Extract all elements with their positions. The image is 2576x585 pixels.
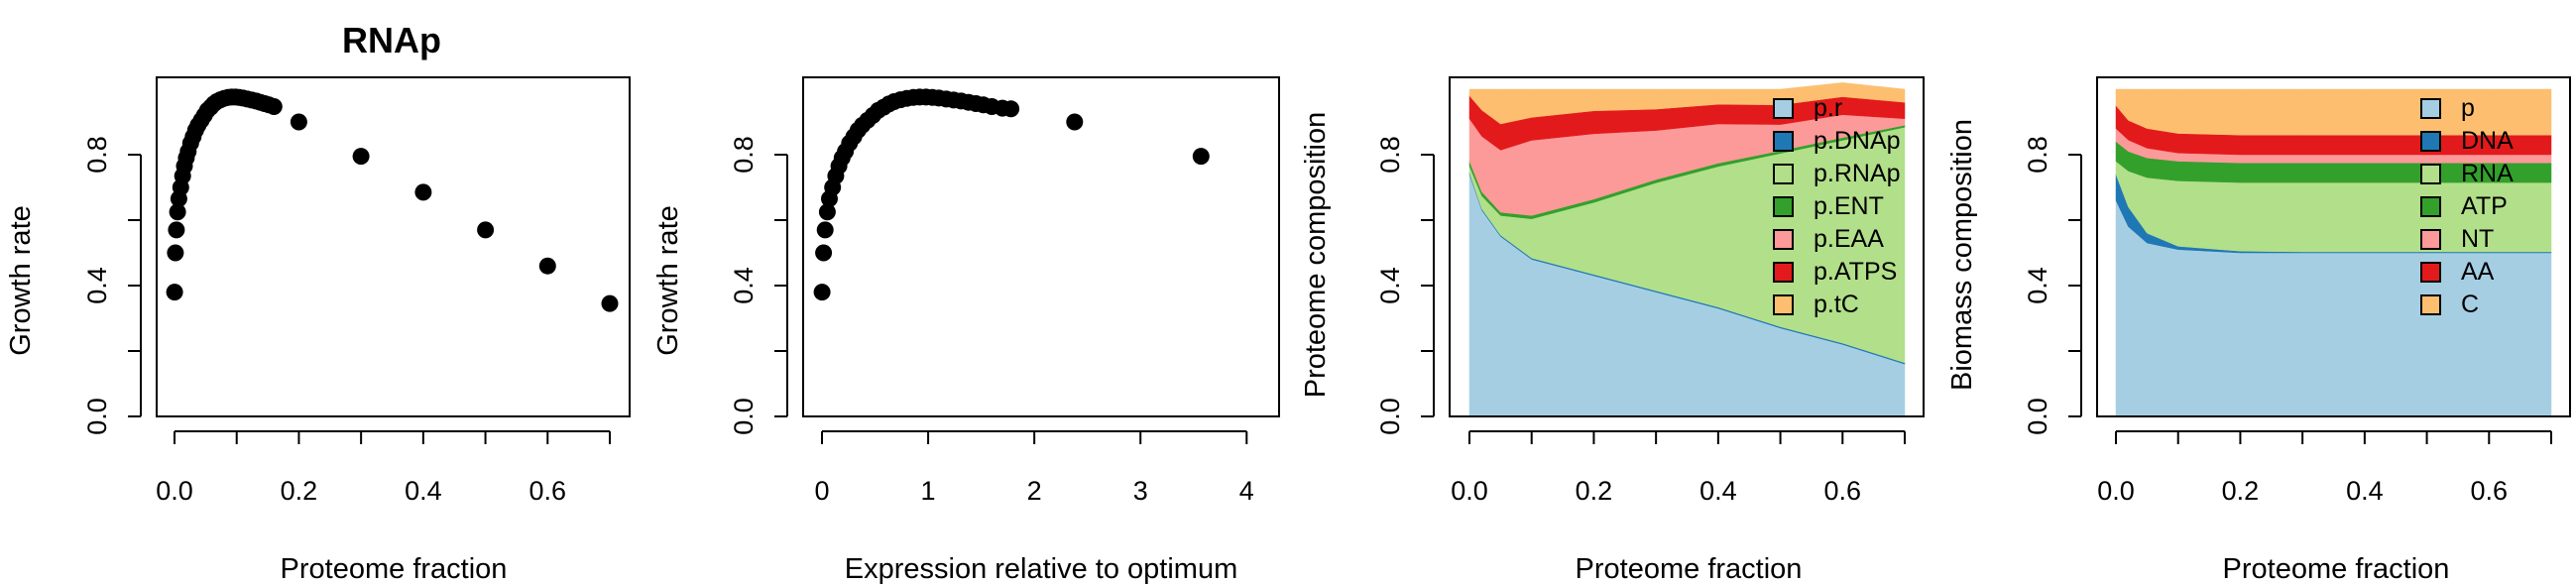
x-tick-label: 0.0: [1451, 476, 1488, 506]
legend-label: NT: [2461, 225, 2494, 253]
legend-label: C: [2461, 291, 2479, 318]
x-tick-label: 0.6: [1824, 476, 1862, 506]
x-tick-label: 0.2: [2222, 476, 2260, 506]
plot-frame: [156, 76, 631, 417]
legend-label: p: [2461, 94, 2475, 122]
data-point: [813, 284, 831, 301]
data-point: [601, 294, 619, 312]
legend-swatch: [2420, 98, 2441, 119]
legend-swatch: [1773, 229, 1794, 250]
x-tick-label: 0.0: [156, 476, 193, 506]
legend-label: p.EAA: [1814, 225, 1884, 253]
y-tick-label: 0.0: [1375, 398, 1405, 435]
legend-swatch: [2420, 229, 2441, 250]
data-point: [816, 221, 834, 239]
y-tick-label: 0.4: [729, 267, 759, 304]
panel-4-ylabel: Biomass composition: [1946, 119, 1978, 391]
panel-1-title: RNAp: [342, 20, 441, 60]
panel-1-plot: 0.0 0.2 0.4 0.6 0.0 0.4 0.8: [82, 76, 631, 506]
legend-label: p.RNAp: [1814, 160, 1901, 187]
x-tick-label: 4: [1239, 476, 1254, 506]
panel-1-xlabel: Proteome fraction: [281, 553, 508, 585]
legend-swatch: [1773, 164, 1794, 184]
legend-label: AA: [2461, 258, 2495, 286]
plot-frame: [802, 76, 1280, 417]
x-tick-label: 0.0: [2097, 476, 2135, 506]
legend-swatch: [1773, 262, 1794, 283]
area-C: [2115, 88, 2552, 136]
legend-swatch: [2420, 131, 2441, 152]
panel-4-xlabel: Proteome fraction: [2223, 553, 2450, 585]
data-point: [1066, 113, 1084, 131]
plot-frame: [1449, 76, 1925, 417]
y-tick-label: 0.0: [729, 398, 759, 435]
data-point: [1192, 148, 1210, 166]
legend-swatch: [2420, 294, 2441, 315]
data-point: [414, 183, 432, 201]
y-tick-label: 0.8: [1375, 136, 1405, 174]
y-tick-label: 0.0: [2023, 398, 2052, 435]
panel-growth-vs-fraction: RNAp 0.0 0.2 0.4 0.6 0.0 0.4 0.8 Proteome frac…: [5, 20, 631, 585]
data-point: [168, 221, 185, 239]
x-tick-label: 3: [1133, 476, 1148, 506]
panel-2-ylabel: Growth rate: [652, 205, 684, 356]
x-tick-label: 0.6: [2471, 476, 2509, 506]
plot-frame: [2096, 76, 2571, 417]
legend-swatch: [2420, 262, 2441, 283]
panel-proteome-composition: 0.0 0.2 0.4 0.6 0.0 0.4 0.8 p.r p.DNAp p.RNAp p.EN…: [1300, 76, 1925, 585]
legend-swatch: [1773, 196, 1794, 217]
x-tick-label: 0.6: [529, 476, 567, 506]
panel-1-ylabel: Growth rate: [5, 205, 37, 356]
area-p-tC: [1468, 82, 1906, 125]
y-tick-label: 0.4: [2023, 267, 2052, 304]
data-point: [166, 284, 183, 301]
x-tick-label: 0.4: [2346, 476, 2384, 506]
panel-3-plot: 0.0 0.2 0.4 0.6 0.0 0.4 0.8 p.r p.DNAp p.RNAp p.EN…: [1375, 76, 1925, 506]
legend-label: p.tC: [1814, 291, 1859, 318]
x-tick-label: 0.4: [405, 476, 442, 506]
y-tick-label: 0.8: [729, 136, 759, 174]
legend-label: p.r: [1814, 94, 1842, 122]
y-tick-label: 0.4: [82, 267, 112, 304]
y-tick-label: 0.4: [1375, 267, 1405, 304]
data-point: [290, 113, 307, 131]
data-point: [538, 257, 556, 275]
x-tick-label: 0.2: [1576, 476, 1613, 506]
data-point: [815, 244, 833, 262]
data-point: [169, 203, 186, 221]
legend-swatch: [1773, 294, 1794, 315]
x-tick-label: 0.2: [281, 476, 318, 506]
panel-growth-vs-expression: 0 1 2 3 4 0.0 0.4 0.8 Expression relative to op…: [652, 76, 1280, 585]
data-point: [1002, 100, 1020, 118]
data-point: [265, 98, 283, 115]
data-point: [818, 203, 836, 221]
data-point: [477, 221, 495, 239]
legend-label: RNA: [2461, 160, 2514, 187]
y-tick-label: 0.0: [82, 398, 112, 435]
panel-2-plot: 0 1 2 3 4 0.0 0.4 0.8: [729, 76, 1280, 506]
legend-swatch: [1773, 131, 1794, 152]
legend-swatch: [2420, 164, 2441, 184]
x-tick-label: 0: [814, 476, 829, 506]
legend-label: p.ATPS: [1814, 258, 1897, 286]
y-tick-label: 0.8: [2023, 136, 2052, 174]
x-tick-label: 2: [1027, 476, 1042, 506]
data-point: [167, 244, 184, 262]
x-tick-label: 0.4: [1699, 476, 1737, 506]
legend-swatch: [2420, 196, 2441, 217]
panel-4-plot: 0.0 0.2 0.4 0.6 0.0 0.4 0.8 p DNA RNA ATP NT AA C: [2023, 76, 2571, 506]
panel-3-ylabel: Proteome composition: [1300, 112, 1332, 399]
data-point: [352, 148, 370, 166]
legend-label: ATP: [2461, 192, 2508, 220]
y-tick-label: 0.8: [82, 136, 112, 174]
x-tick-label: 1: [921, 476, 936, 506]
panel-2-xlabel: Expression relative to optimum: [845, 553, 1238, 585]
panel-3-xlabel: Proteome fraction: [1576, 553, 1803, 585]
panel-biomass-composition: 0.0 0.2 0.4 0.6 0.0 0.4 0.8 p DNA RNA ATP NT AA C Pro…: [1946, 76, 2571, 585]
legend-label: p.ENT: [1814, 192, 1884, 220]
legend-swatch: [1773, 98, 1794, 119]
legend-label: p.DNAp: [1814, 127, 1901, 155]
legend-label: DNA: [2461, 127, 2514, 155]
